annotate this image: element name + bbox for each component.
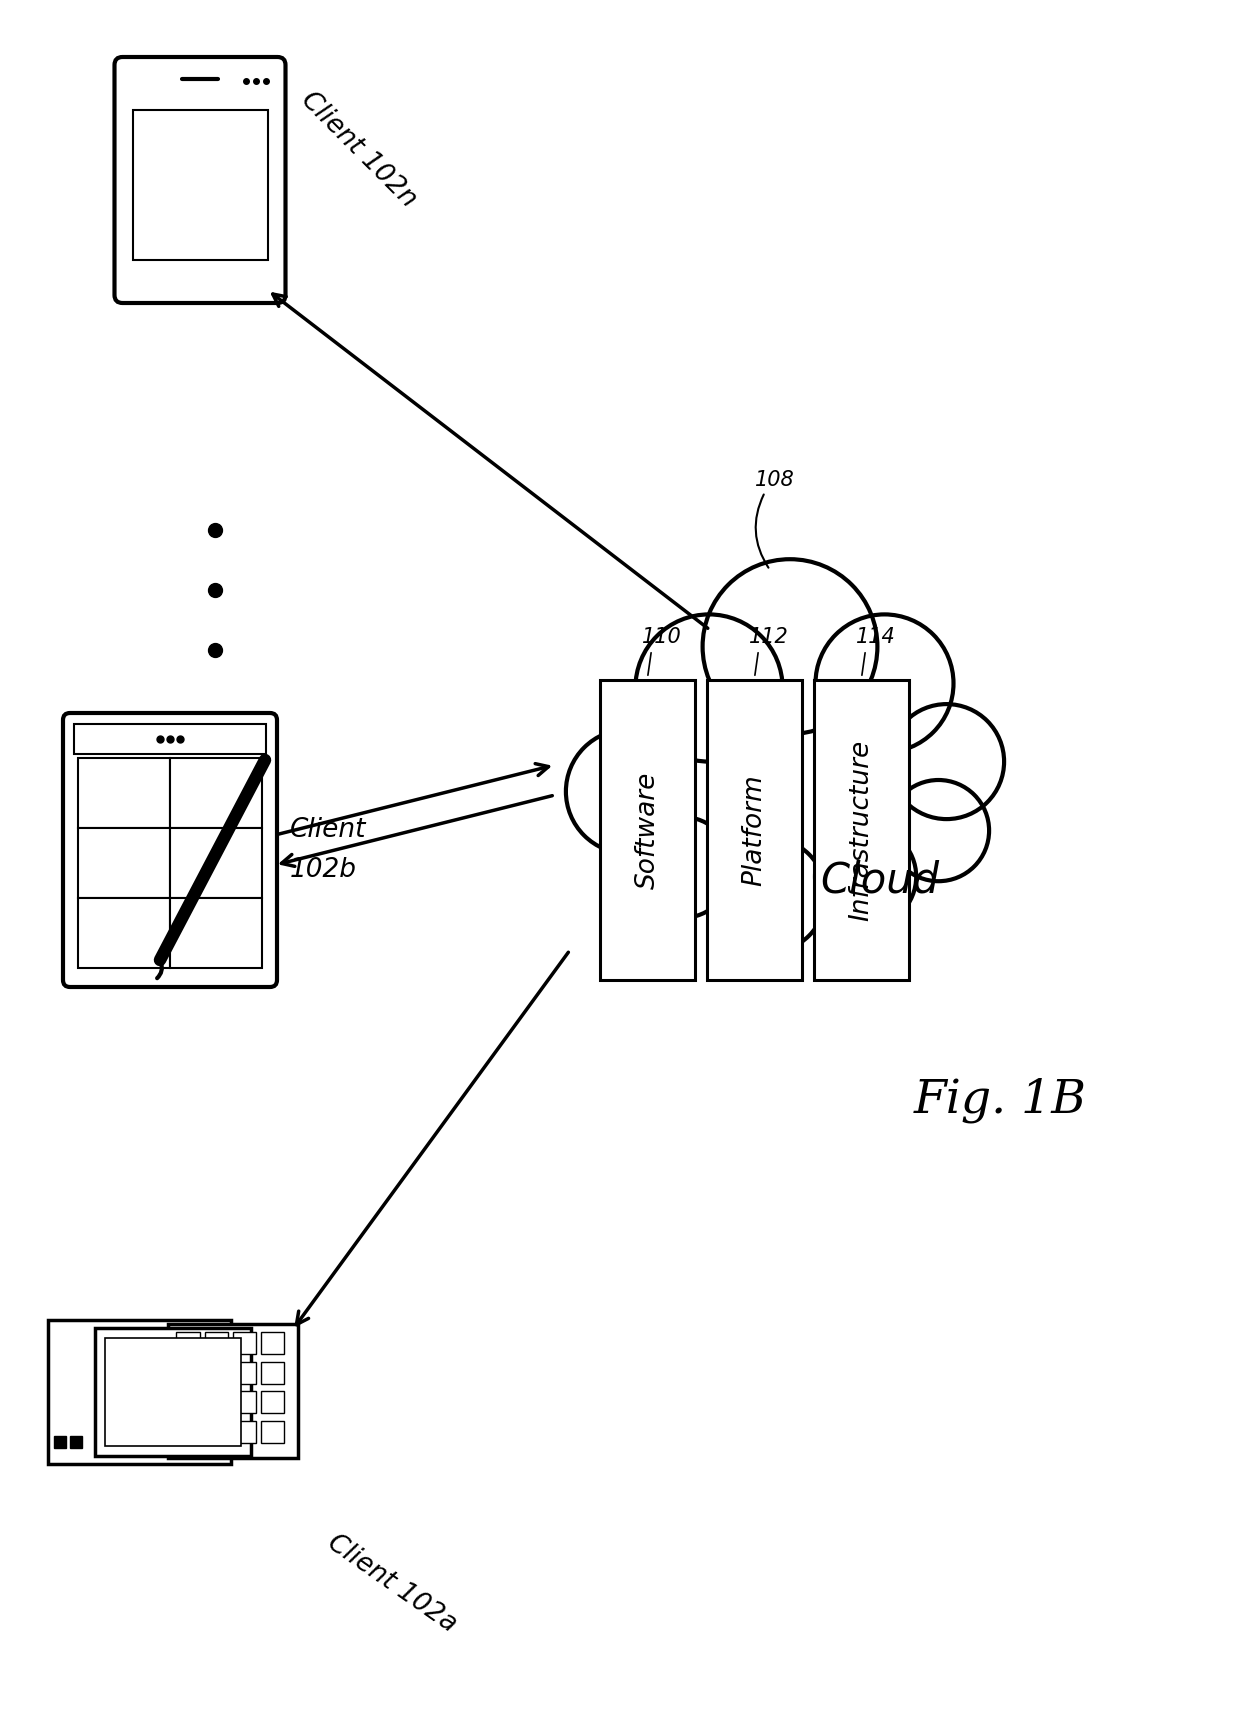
Bar — [74, 724, 267, 753]
Ellipse shape — [641, 676, 939, 883]
Text: 110: 110 — [641, 627, 681, 647]
Text: Client: Client — [290, 817, 367, 842]
Text: Client 102a: Client 102a — [322, 1531, 461, 1638]
Bar — [78, 758, 170, 829]
Bar — [133, 110, 268, 260]
Circle shape — [631, 817, 733, 918]
Bar — [262, 1421, 284, 1443]
Text: Infrastructure: Infrastructure — [848, 740, 874, 921]
Text: Platform: Platform — [742, 774, 768, 885]
Bar — [262, 1332, 284, 1354]
Bar — [78, 899, 170, 967]
Bar — [176, 1332, 200, 1354]
Circle shape — [635, 615, 782, 762]
Bar — [233, 1421, 257, 1443]
Text: 112: 112 — [749, 627, 789, 647]
Bar — [205, 1332, 228, 1354]
Text: 114: 114 — [856, 627, 895, 647]
Bar — [176, 1421, 200, 1443]
Bar — [170, 758, 262, 829]
Bar — [262, 1361, 284, 1383]
Circle shape — [565, 729, 691, 854]
Circle shape — [815, 825, 916, 928]
Bar — [170, 899, 262, 967]
Bar — [169, 1323, 298, 1459]
Circle shape — [703, 560, 878, 734]
Text: Cloud: Cloud — [821, 859, 940, 901]
Text: 102b: 102b — [290, 858, 357, 883]
Circle shape — [889, 704, 1004, 818]
FancyBboxPatch shape — [63, 712, 277, 988]
Text: Client 102n: Client 102n — [295, 87, 422, 212]
Text: Fig. 1B: Fig. 1B — [914, 1077, 1086, 1123]
Bar — [176, 1390, 200, 1412]
Bar — [205, 1361, 228, 1383]
Bar — [813, 680, 909, 979]
Text: Software: Software — [635, 772, 661, 889]
Bar — [233, 1390, 257, 1412]
Bar — [707, 680, 802, 979]
FancyBboxPatch shape — [114, 56, 285, 303]
Circle shape — [888, 781, 990, 882]
Bar — [95, 1329, 250, 1455]
Bar — [233, 1332, 257, 1354]
Bar — [47, 1320, 231, 1464]
Bar — [600, 680, 694, 979]
Bar — [233, 1361, 257, 1383]
Bar — [69, 1436, 82, 1448]
Bar — [78, 829, 170, 899]
Bar — [262, 1390, 284, 1412]
Circle shape — [711, 837, 826, 952]
Bar — [105, 1339, 241, 1447]
Text: 108: 108 — [755, 471, 795, 490]
Bar — [170, 829, 262, 899]
Bar — [205, 1390, 228, 1412]
Bar — [205, 1421, 228, 1443]
Bar — [53, 1436, 66, 1448]
Circle shape — [816, 615, 954, 752]
Bar — [176, 1361, 200, 1383]
